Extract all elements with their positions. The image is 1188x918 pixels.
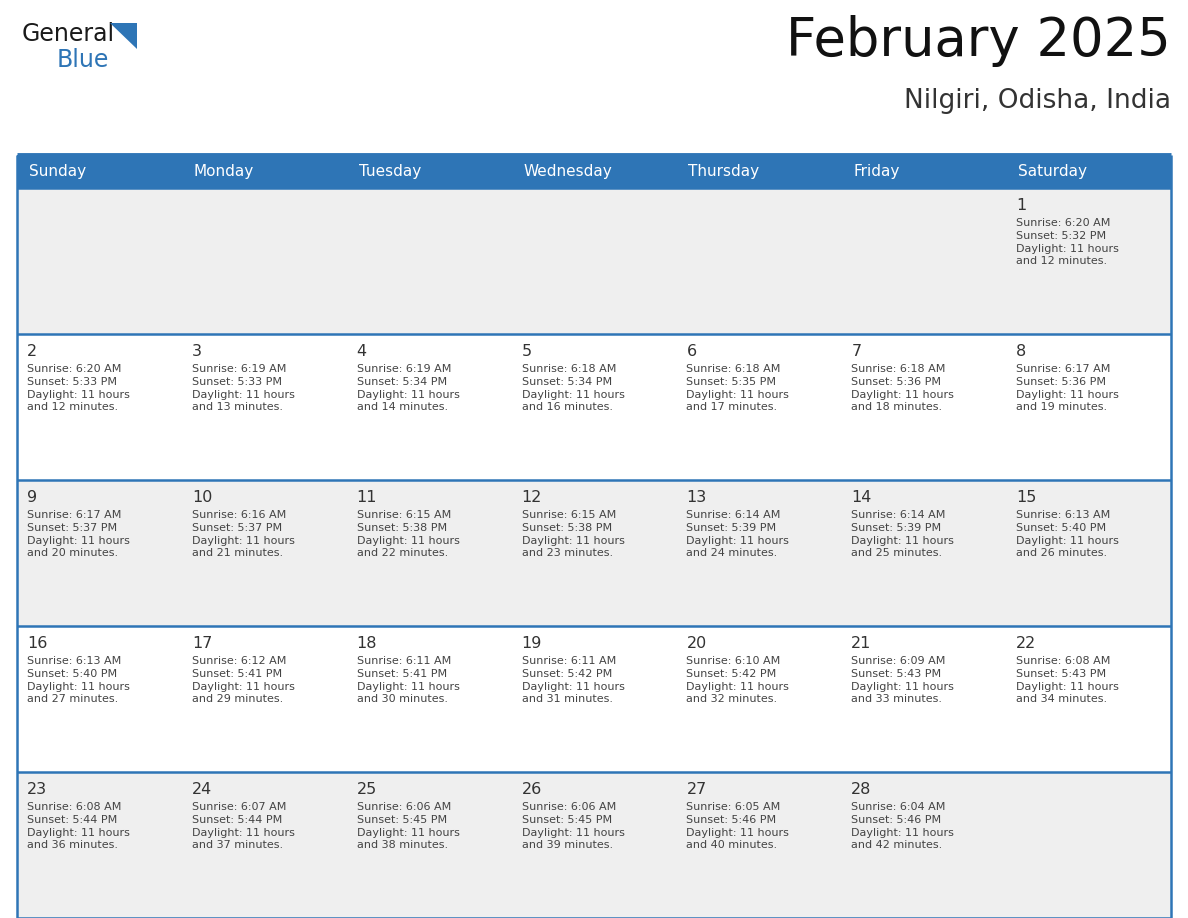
Text: General: General xyxy=(23,22,115,46)
Text: 3: 3 xyxy=(191,344,202,359)
Bar xyxy=(17,188,1171,334)
Text: Sunrise: 6:11 AM
Sunset: 5:42 PM
Daylight: 11 hours
and 31 minutes.: Sunrise: 6:11 AM Sunset: 5:42 PM Dayligh… xyxy=(522,656,625,704)
Text: 18: 18 xyxy=(356,636,378,651)
Text: Friday: Friday xyxy=(853,164,899,179)
Text: 11: 11 xyxy=(356,490,378,505)
Text: Sunrise: 6:05 AM
Sunset: 5:46 PM
Daylight: 11 hours
and 40 minutes.: Sunrise: 6:05 AM Sunset: 5:46 PM Dayligh… xyxy=(687,802,789,850)
Text: Sunrise: 6:10 AM
Sunset: 5:42 PM
Daylight: 11 hours
and 32 minutes.: Sunrise: 6:10 AM Sunset: 5:42 PM Dayligh… xyxy=(687,656,789,704)
Bar xyxy=(17,334,1171,480)
Text: Sunrise: 6:15 AM
Sunset: 5:38 PM
Daylight: 11 hours
and 23 minutes.: Sunrise: 6:15 AM Sunset: 5:38 PM Dayligh… xyxy=(522,510,625,558)
Text: Sunrise: 6:17 AM
Sunset: 5:36 PM
Daylight: 11 hours
and 19 minutes.: Sunrise: 6:17 AM Sunset: 5:36 PM Dayligh… xyxy=(1016,364,1119,412)
Text: 12: 12 xyxy=(522,490,542,505)
Text: Sunrise: 6:06 AM
Sunset: 5:45 PM
Daylight: 11 hours
and 38 minutes.: Sunrise: 6:06 AM Sunset: 5:45 PM Dayligh… xyxy=(356,802,460,850)
Text: 19: 19 xyxy=(522,636,542,651)
Text: Sunrise: 6:04 AM
Sunset: 5:46 PM
Daylight: 11 hours
and 42 minutes.: Sunrise: 6:04 AM Sunset: 5:46 PM Dayligh… xyxy=(852,802,954,850)
Text: Sunrise: 6:17 AM
Sunset: 5:37 PM
Daylight: 11 hours
and 20 minutes.: Sunrise: 6:17 AM Sunset: 5:37 PM Dayligh… xyxy=(27,510,129,558)
Text: Sunrise: 6:07 AM
Sunset: 5:44 PM
Daylight: 11 hours
and 37 minutes.: Sunrise: 6:07 AM Sunset: 5:44 PM Dayligh… xyxy=(191,802,295,850)
Text: Sunrise: 6:08 AM
Sunset: 5:43 PM
Daylight: 11 hours
and 34 minutes.: Sunrise: 6:08 AM Sunset: 5:43 PM Dayligh… xyxy=(1016,656,1119,704)
Bar xyxy=(17,480,1171,626)
Text: 17: 17 xyxy=(191,636,213,651)
Text: Sunrise: 6:18 AM
Sunset: 5:34 PM
Daylight: 11 hours
and 16 minutes.: Sunrise: 6:18 AM Sunset: 5:34 PM Dayligh… xyxy=(522,364,625,412)
Text: Sunrise: 6:20 AM
Sunset: 5:32 PM
Daylight: 11 hours
and 12 minutes.: Sunrise: 6:20 AM Sunset: 5:32 PM Dayligh… xyxy=(1016,218,1119,266)
Text: 5: 5 xyxy=(522,344,532,359)
Text: Sunrise: 6:06 AM
Sunset: 5:45 PM
Daylight: 11 hours
and 39 minutes.: Sunrise: 6:06 AM Sunset: 5:45 PM Dayligh… xyxy=(522,802,625,850)
Text: 25: 25 xyxy=(356,782,377,797)
Text: Wednesday: Wednesday xyxy=(524,164,612,179)
Bar xyxy=(17,155,1171,188)
Text: Tuesday: Tuesday xyxy=(359,164,421,179)
Text: Sunrise: 6:09 AM
Sunset: 5:43 PM
Daylight: 11 hours
and 33 minutes.: Sunrise: 6:09 AM Sunset: 5:43 PM Dayligh… xyxy=(852,656,954,704)
Text: Sunrise: 6:19 AM
Sunset: 5:34 PM
Daylight: 11 hours
and 14 minutes.: Sunrise: 6:19 AM Sunset: 5:34 PM Dayligh… xyxy=(356,364,460,412)
Text: Nilgiri, Odisha, India: Nilgiri, Odisha, India xyxy=(904,88,1171,114)
Text: 6: 6 xyxy=(687,344,696,359)
Text: Sunrise: 6:13 AM
Sunset: 5:40 PM
Daylight: 11 hours
and 26 minutes.: Sunrise: 6:13 AM Sunset: 5:40 PM Dayligh… xyxy=(1016,510,1119,558)
Text: 1: 1 xyxy=(1016,198,1026,213)
Text: 26: 26 xyxy=(522,782,542,797)
Text: Sunrise: 6:20 AM
Sunset: 5:33 PM
Daylight: 11 hours
and 12 minutes.: Sunrise: 6:20 AM Sunset: 5:33 PM Dayligh… xyxy=(27,364,129,412)
Text: Sunrise: 6:18 AM
Sunset: 5:35 PM
Daylight: 11 hours
and 17 minutes.: Sunrise: 6:18 AM Sunset: 5:35 PM Dayligh… xyxy=(687,364,789,412)
Text: Thursday: Thursday xyxy=(688,164,759,179)
Text: Sunrise: 6:14 AM
Sunset: 5:39 PM
Daylight: 11 hours
and 24 minutes.: Sunrise: 6:14 AM Sunset: 5:39 PM Dayligh… xyxy=(687,510,789,558)
Text: February 2025: February 2025 xyxy=(786,15,1171,67)
Text: 23: 23 xyxy=(27,782,48,797)
Text: 9: 9 xyxy=(27,490,37,505)
Text: Sunrise: 6:15 AM
Sunset: 5:38 PM
Daylight: 11 hours
and 22 minutes.: Sunrise: 6:15 AM Sunset: 5:38 PM Dayligh… xyxy=(356,510,460,558)
Text: Sunrise: 6:14 AM
Sunset: 5:39 PM
Daylight: 11 hours
and 25 minutes.: Sunrise: 6:14 AM Sunset: 5:39 PM Dayligh… xyxy=(852,510,954,558)
Text: Sunrise: 6:08 AM
Sunset: 5:44 PM
Daylight: 11 hours
and 36 minutes.: Sunrise: 6:08 AM Sunset: 5:44 PM Dayligh… xyxy=(27,802,129,850)
Polygon shape xyxy=(110,23,137,49)
Text: Sunrise: 6:12 AM
Sunset: 5:41 PM
Daylight: 11 hours
and 29 minutes.: Sunrise: 6:12 AM Sunset: 5:41 PM Dayligh… xyxy=(191,656,295,704)
Text: Sunday: Sunday xyxy=(29,164,86,179)
Text: Monday: Monday xyxy=(194,164,254,179)
Text: 4: 4 xyxy=(356,344,367,359)
Text: 15: 15 xyxy=(1016,490,1036,505)
Text: Sunrise: 6:13 AM
Sunset: 5:40 PM
Daylight: 11 hours
and 27 minutes.: Sunrise: 6:13 AM Sunset: 5:40 PM Dayligh… xyxy=(27,656,129,704)
Text: Sunrise: 6:19 AM
Sunset: 5:33 PM
Daylight: 11 hours
and 13 minutes.: Sunrise: 6:19 AM Sunset: 5:33 PM Dayligh… xyxy=(191,364,295,412)
Text: 13: 13 xyxy=(687,490,707,505)
Text: 24: 24 xyxy=(191,782,213,797)
Text: Sunrise: 6:18 AM
Sunset: 5:36 PM
Daylight: 11 hours
and 18 minutes.: Sunrise: 6:18 AM Sunset: 5:36 PM Dayligh… xyxy=(852,364,954,412)
Text: Sunrise: 6:16 AM
Sunset: 5:37 PM
Daylight: 11 hours
and 21 minutes.: Sunrise: 6:16 AM Sunset: 5:37 PM Dayligh… xyxy=(191,510,295,558)
Text: 14: 14 xyxy=(852,490,872,505)
Text: Sunrise: 6:11 AM
Sunset: 5:41 PM
Daylight: 11 hours
and 30 minutes.: Sunrise: 6:11 AM Sunset: 5:41 PM Dayligh… xyxy=(356,656,460,704)
Text: 2: 2 xyxy=(27,344,37,359)
Text: 21: 21 xyxy=(852,636,872,651)
Text: 16: 16 xyxy=(27,636,48,651)
Text: 28: 28 xyxy=(852,782,872,797)
Text: 7: 7 xyxy=(852,344,861,359)
Text: 22: 22 xyxy=(1016,636,1036,651)
Bar xyxy=(17,626,1171,772)
Text: Blue: Blue xyxy=(57,48,109,72)
Text: Saturday: Saturday xyxy=(1018,164,1087,179)
Text: 27: 27 xyxy=(687,782,707,797)
Text: 20: 20 xyxy=(687,636,707,651)
Text: 10: 10 xyxy=(191,490,213,505)
Text: 8: 8 xyxy=(1016,344,1026,359)
Bar xyxy=(17,772,1171,918)
